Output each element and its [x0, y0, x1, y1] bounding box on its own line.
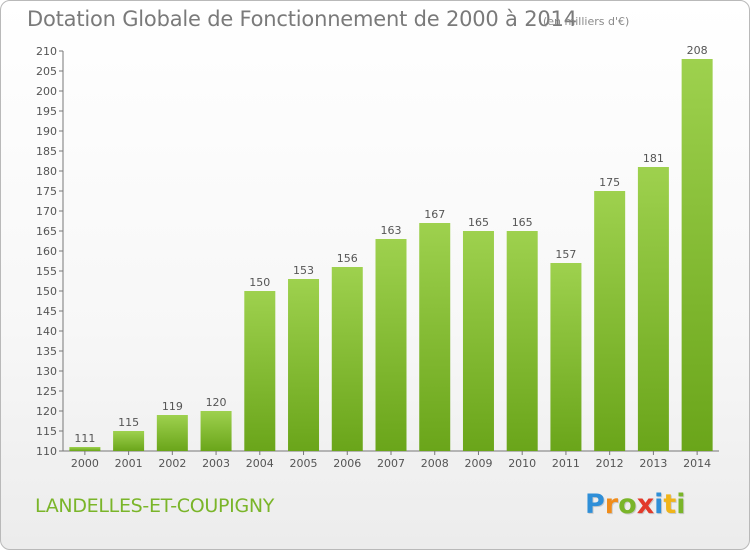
- chart-title: Dotation Globale de Fonctionnement de 20…: [27, 7, 577, 31]
- y-tick-label: 200: [36, 85, 57, 98]
- x-tick-label-2011: 2011: [552, 457, 580, 470]
- x-tick-labels: 2000 2001 2002 2003 2004 2005 2006 2007 2008 2009…: [71, 457, 711, 470]
- bar-2006: [331, 267, 363, 451]
- logo-letter: o: [618, 489, 637, 520]
- logo-letter: r: [604, 489, 619, 520]
- bar-2005: [288, 279, 320, 451]
- y-tick-label: 180: [36, 165, 57, 178]
- value-label-2003: 120: [206, 396, 227, 409]
- value-label-2004: 150: [249, 276, 270, 289]
- y-tick-label: 140: [36, 325, 57, 338]
- commune-name: LANDELLES-ET-COUPIGNY: [35, 495, 275, 517]
- value-label-2001: 115: [118, 416, 139, 429]
- x-tick-label-2014: 2014: [683, 457, 711, 470]
- y-tick-label: 205: [36, 65, 57, 78]
- value-label-2008: 167: [424, 208, 445, 221]
- value-label-2006: 156: [337, 252, 358, 265]
- x-tick-label-2004: 2004: [246, 457, 274, 470]
- value-label-2011: 157: [555, 248, 576, 261]
- bar-2001: [113, 431, 145, 451]
- y-tick-label: 115: [36, 425, 57, 438]
- bar-2000: [69, 447, 101, 451]
- value-label-2014: 208: [687, 44, 708, 57]
- x-tick-label-2000: 2000: [71, 457, 99, 470]
- y-tick-label: 185: [36, 145, 57, 158]
- y-tick-label: 120: [36, 405, 57, 418]
- y-tick-label: 110: [36, 445, 57, 458]
- value-label-2005: 153: [293, 264, 314, 277]
- y-tick-label: 150: [36, 285, 57, 298]
- x-tick-label-2003: 2003: [202, 457, 230, 470]
- value-label-2002: 119: [162, 400, 183, 413]
- value-label-2012: 175: [599, 176, 620, 189]
- x-tick-label-2006: 2006: [333, 457, 361, 470]
- bar-2004: [244, 291, 276, 451]
- y-tick-label: 155: [36, 265, 57, 278]
- bar-2010: [506, 231, 538, 451]
- bar-2012: [594, 191, 626, 451]
- x-tick-label-2005: 2005: [290, 457, 318, 470]
- x-tick-label-2010: 2010: [508, 457, 536, 470]
- bar-2009: [462, 231, 494, 451]
- value-labels: 111 115 119 120 150 153 156 163 167 165 165 157 175 1…: [74, 44, 707, 445]
- x-tick-label-2001: 2001: [115, 457, 143, 470]
- x-tick-label-2009: 2009: [464, 457, 492, 470]
- x-tick-label-2002: 2002: [158, 457, 186, 470]
- bar-2003: [200, 411, 232, 451]
- x-tick-label-2013: 2013: [639, 457, 667, 470]
- y-tick-label: 170: [36, 205, 57, 218]
- y-tick-label: 210: [36, 45, 57, 58]
- x-tick-label-2007: 2007: [377, 457, 405, 470]
- logo-letter: P: [585, 489, 605, 520]
- y-tick-label: 135: [36, 345, 57, 358]
- bar-2011: [550, 263, 582, 451]
- value-label-2013: 181: [643, 152, 664, 165]
- bar-2002: [156, 415, 188, 451]
- x-tick-label-2012: 2012: [596, 457, 624, 470]
- y-tick-labels: 110 115 120 125 130 135 140 145 150 155 160 165 170 1…: [36, 45, 57, 458]
- logo-letter: t: [663, 489, 677, 520]
- y-tick-label: 130: [36, 365, 57, 378]
- y-tick-label: 190: [36, 125, 57, 138]
- proxiti-logo: Proxiti: [585, 489, 686, 520]
- value-label-2007: 163: [381, 224, 402, 237]
- value-label-2000: 111: [74, 432, 95, 445]
- x-tick-label-2008: 2008: [421, 457, 449, 470]
- value-label-2010: 165: [512, 216, 533, 229]
- bar-2007: [375, 239, 407, 451]
- bar-2013: [637, 167, 669, 451]
- bars: [69, 59, 713, 451]
- y-tick-label: 195: [36, 105, 57, 118]
- logo-letter: x: [636, 489, 655, 520]
- logo-letter: i: [676, 489, 686, 520]
- value-label-2009: 165: [468, 216, 489, 229]
- y-tick-label: 175: [36, 185, 57, 198]
- bar-2014: [681, 59, 713, 451]
- chart-subtitle: (en milliers d'€): [543, 15, 630, 28]
- y-tick-label: 125: [36, 385, 57, 398]
- bar-2008: [419, 223, 451, 451]
- y-tick-label: 165: [36, 225, 57, 238]
- y-tick-label: 145: [36, 305, 57, 318]
- logo-letter: i: [654, 489, 664, 520]
- y-tick-label: 160: [36, 245, 57, 258]
